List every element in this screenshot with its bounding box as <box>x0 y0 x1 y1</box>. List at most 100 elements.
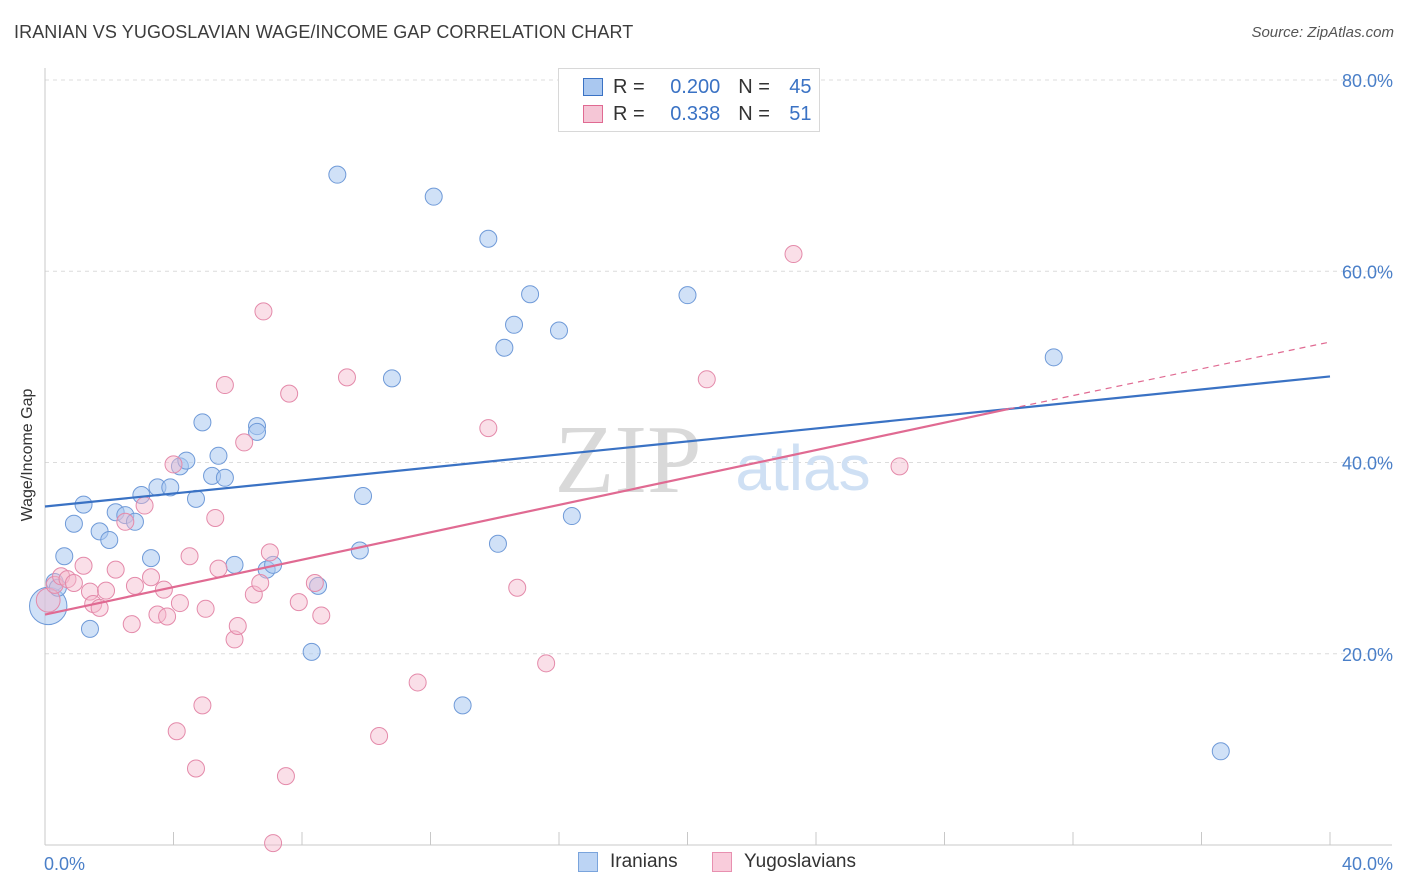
iranian-point <box>125 512 144 531</box>
legend-swatch-iranians <box>578 852 598 872</box>
trend-lines <box>44 341 1331 616</box>
iranian-point <box>215 468 234 487</box>
yugoslavian-point <box>251 573 270 592</box>
iranian-point <box>142 549 161 568</box>
legend-r-label: R = <box>613 75 645 98</box>
iranian-point <box>678 286 697 305</box>
y-tick-label: 40.0% <box>1342 454 1393 474</box>
yugoslavian-point <box>35 587 61 613</box>
iranian-point <box>479 229 498 248</box>
legend-label-iranians: Iranians <box>610 851 678 872</box>
legend-item-iranians[interactable]: Iranians <box>578 851 678 873</box>
iranian-point <box>488 534 507 553</box>
iranian-point <box>521 285 540 304</box>
yugoslavian-point <box>196 599 215 618</box>
legend-label-yugoslavians: Yugoslavians <box>744 851 856 872</box>
yugoslavian-point <box>97 581 116 600</box>
chart-title: IRANIAN VS YUGOSLAVIAN WAGE/INCOME GAP C… <box>14 22 634 42</box>
yugoslavian-point <box>280 384 299 403</box>
yugoslavian-point <box>167 722 186 741</box>
iranian-point <box>55 547 74 566</box>
legend-item-yugoslavians[interactable]: Yugoslavians <box>712 851 856 873</box>
x-tick-label: 0.0% <box>44 854 85 874</box>
yugoslavian-point <box>64 573 83 592</box>
iranian-point <box>505 315 524 334</box>
iranian-point <box>453 696 472 715</box>
legend-n-value: 45 <box>789 75 812 98</box>
iranian-point <box>495 338 514 357</box>
source-label: Source: ZipAtlas.com <box>1251 24 1394 41</box>
iranian-point <box>302 642 321 661</box>
yugoslavian-point <box>209 559 228 578</box>
yugoslavian-point <box>370 726 389 745</box>
legend-r-label: R = <box>613 102 645 125</box>
yugoslavian-point <box>116 512 135 531</box>
iranian-point <box>562 507 581 526</box>
iranian-point <box>100 530 119 549</box>
yugoslavian-point <box>697 370 716 389</box>
legend-row-iranians: R = 0.200 N = 45 <box>583 75 812 99</box>
legend-swatch-pink <box>583 105 603 123</box>
y-tick-label: 20.0% <box>1342 645 1393 665</box>
iranian-point <box>248 422 267 441</box>
x-tick-label: 40.0% <box>1342 854 1393 874</box>
yugoslavian-point <box>312 606 331 625</box>
yugoslavian-point <box>337 368 356 387</box>
yugoslavian-point <box>158 607 177 626</box>
iranian-point <box>1044 348 1063 367</box>
legend-swatch-blue <box>583 78 603 96</box>
yugoslavian-point <box>254 302 273 321</box>
yugoslavian-point <box>228 617 247 636</box>
yugoslavian-point <box>106 560 125 579</box>
legend-r-value: 0.200 <box>670 75 721 98</box>
yugoslavian-point <box>537 654 556 673</box>
yugoslavian-point <box>276 767 295 786</box>
yugoslavian-point <box>479 419 498 438</box>
data-points <box>29 165 1230 853</box>
yugoslavian-point <box>170 594 189 613</box>
y-tick-label: 80.0% <box>1342 71 1393 91</box>
watermark-zip: ZIP <box>555 406 702 514</box>
iranian-point <box>354 486 373 505</box>
yugoslavian-point <box>125 576 144 595</box>
iranian-point <box>64 514 83 533</box>
iranian-point <box>225 555 244 574</box>
yugoslavian-point <box>193 696 212 715</box>
yugoslavian-point <box>890 457 909 476</box>
yugoslavian-point <box>215 376 234 395</box>
yugoslavian-point <box>305 573 324 592</box>
iranian-point <box>209 446 228 465</box>
yugoslavian-trend-line <box>44 407 1009 616</box>
iranian-point <box>382 369 401 388</box>
iranian-point <box>74 495 93 514</box>
yugoslavian-point <box>244 585 263 604</box>
iranian-point <box>193 413 212 432</box>
iranian-point <box>80 619 99 638</box>
legend-row-yugoslavians: R = 0.338 N = 51 <box>583 102 812 126</box>
legend-n-label: N = <box>738 75 770 98</box>
y-tick-label: 60.0% <box>1342 262 1393 282</box>
yugoslavian-point <box>142 568 161 587</box>
yugoslavian-point <box>235 433 254 452</box>
axes <box>44 68 1392 846</box>
legend-n-label: N = <box>738 102 770 125</box>
yugoslavian-point <box>180 547 199 566</box>
yugoslavian-point <box>74 556 93 575</box>
yugoslavian-point <box>289 593 308 612</box>
yugoslavian-point <box>508 578 527 597</box>
yugoslavian-point <box>206 508 225 527</box>
iranian-point <box>550 321 568 340</box>
legend-r-value: 0.338 <box>670 102 721 125</box>
watermark: ZIP atlas <box>555 406 871 514</box>
yugoslavian-point <box>186 759 205 778</box>
legend-n-value: 51 <box>789 102 812 125</box>
yugoslavian-point <box>408 673 427 692</box>
iranian-point <box>350 541 369 560</box>
yugoslavian-point <box>260 543 279 562</box>
gridlines <box>45 79 1392 655</box>
iranian-point <box>328 165 347 184</box>
iranian-point <box>424 187 443 206</box>
iranian-point <box>1211 742 1230 761</box>
stats-legend: R = 0.200 N = 45 R = 0.338 N = 51 <box>558 68 820 132</box>
